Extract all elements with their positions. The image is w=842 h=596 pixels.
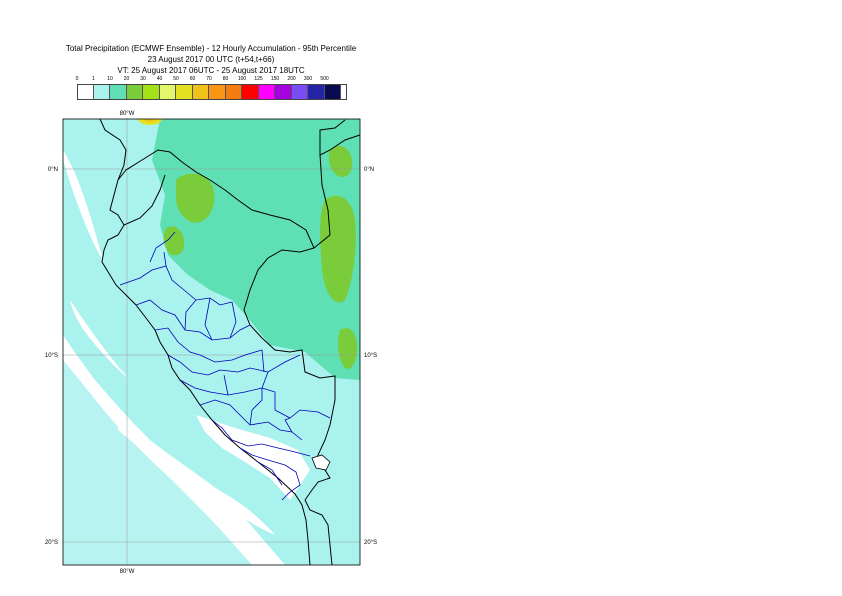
map-title: Total Precipitation (ECMWF Ensemble) - 1…	[65, 44, 357, 53]
legend-threshold-label: 10	[107, 76, 113, 82]
legend-threshold-label: 1	[92, 76, 95, 82]
lat-label-right-20s: 20°S	[364, 540, 377, 546]
heavy-precip-cell	[328, 145, 353, 178]
intense-precip-cell	[144, 119, 156, 122]
legend-swatch	[324, 84, 341, 100]
legend-swatch	[258, 84, 275, 100]
legend-threshold-label: 200	[287, 76, 296, 82]
legend-swatch	[275, 84, 292, 100]
ocean-precip-band	[63, 360, 252, 565]
base-time: 23 August 2017 00 UTC (t+54,t+66)	[147, 55, 275, 64]
legend-threshold-label: 125	[254, 76, 263, 82]
ocean-dry-streak	[63, 150, 104, 262]
legend-threshold-label: 20	[123, 76, 130, 82]
legend-threshold-label: 300	[303, 76, 313, 82]
legend-bar	[77, 84, 341, 100]
legend-swatch	[126, 84, 143, 100]
country-border	[304, 499, 333, 565]
legend-threshold-label: 70	[206, 76, 212, 82]
legend-threshold-label: 50	[173, 76, 179, 82]
heavy-precip-cell	[176, 173, 215, 223]
legend-swatch	[242, 84, 259, 100]
legend-swatch	[143, 84, 160, 100]
legend-threshold-label: 80	[222, 76, 229, 82]
color-legend: 0 1 10 20 30 40 50 60 70 80 100 125 150 200 300 500	[75, 76, 347, 102]
legend-threshold-label: 60	[189, 76, 196, 82]
country-border	[319, 119, 346, 155]
legend-swatch	[110, 84, 127, 100]
legend-threshold-label: 40	[156, 76, 163, 82]
lat-label-right-0: 0°N	[364, 167, 374, 173]
legend-threshold-label: 0	[75, 76, 79, 82]
country-border	[117, 134, 360, 249]
map-frame	[62, 118, 361, 566]
coastline	[99, 119, 311, 565]
lat-label-left-20s: 20°S	[45, 540, 58, 546]
valid-time: VT: 25 August 2017 06UTC - 25 August 201…	[117, 66, 305, 75]
legend-threshold-label: 500	[320, 76, 329, 82]
heavy-precip-cell	[337, 328, 358, 369]
lat-label-left-10s: 10°S	[45, 353, 58, 359]
legend-threshold-label: 150	[270, 76, 280, 82]
lon-label-top: 80°W	[120, 111, 135, 117]
admin-borders	[119, 231, 331, 501]
legend-swatch	[291, 84, 308, 100]
legend-swatch	[93, 84, 110, 100]
legend-swatch	[159, 84, 176, 100]
ocean-dry-streak	[118, 420, 275, 535]
lat-label-right-10s: 10°S	[364, 353, 377, 359]
legend-swatch	[225, 84, 242, 100]
lat-label-left-0: 0°N	[48, 167, 58, 173]
heavy-precip-cell	[163, 226, 185, 256]
legend-swatch	[192, 84, 209, 100]
lon-label-bottom: 80°W	[120, 569, 135, 575]
legend-threshold-label: 100	[237, 76, 247, 82]
country-border	[123, 174, 166, 226]
legend-threshold-label: 30	[140, 76, 146, 82]
lake-titicaca	[311, 454, 331, 471]
legend-swatch	[209, 84, 226, 100]
map-field	[63, 119, 360, 565]
legend-swatch	[308, 84, 325, 100]
legend-frame	[77, 84, 347, 100]
legend-swatch	[176, 84, 193, 100]
